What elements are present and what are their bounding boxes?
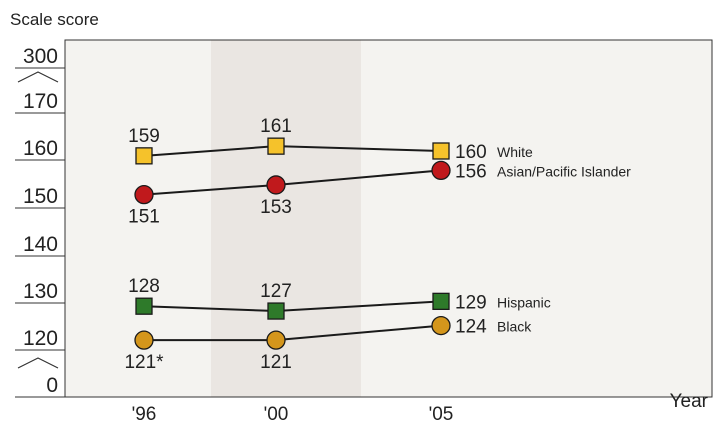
y-tick-label-130: 130 — [23, 280, 58, 303]
x-tick-label-00: '00 — [264, 404, 289, 425]
data-label-asian-pacific-islander-1: 151 — [128, 207, 160, 228]
axis-break-mark-2 — [17, 357, 59, 369]
marker-black-1 — [134, 330, 154, 350]
marker-hispanic-3 — [432, 292, 450, 311]
y-tick-label-150: 150 — [23, 185, 58, 208]
marker-black-3 — [431, 315, 451, 336]
data-label-hispanic-3: 129 — [455, 292, 487, 313]
data-label-black-1: 121* — [124, 352, 164, 373]
y-axis: 300 170 160 150 140 130 120 0 — [15, 45, 65, 398]
data-label-asian-pacific-islander-3: 156 — [455, 161, 487, 182]
shaded-period-band — [211, 40, 361, 397]
y-tick-label-0: 0 — [46, 374, 58, 397]
marker-asian-pacific-islander-1 — [134, 184, 154, 205]
data-label-black-2: 121 — [260, 352, 292, 373]
y-tick-label-300: 300 — [23, 45, 58, 68]
marker-asian-pacific-islander-2 — [266, 175, 286, 195]
marker-black-2 — [266, 330, 286, 350]
series-name-asian-pacific-islander: Asian/Pacific Islander — [497, 163, 631, 179]
data-label-hispanic-2: 127 — [260, 281, 292, 302]
marker-white-3 — [432, 142, 450, 160]
x-axis: '96 '00 '05 — [132, 404, 454, 425]
y-tick-label-140: 140 — [23, 233, 58, 256]
x-axis-title: Year — [670, 391, 709, 412]
x-tick-label-96: '96 — [132, 404, 157, 425]
marker-white-2 — [267, 137, 285, 155]
data-label-black-3: 124 — [455, 317, 487, 338]
marker-hispanic-2 — [267, 302, 285, 320]
y-axis-title: Scale score — [10, 10, 99, 29]
y-tick-label-160: 160 — [23, 137, 58, 160]
series-name-black: Black — [497, 319, 532, 335]
data-label-white-3: 160 — [455, 142, 487, 163]
data-label-hispanic-1: 128 — [128, 276, 160, 297]
axis-break-mark-1 — [17, 71, 59, 83]
marker-white-1 — [135, 147, 153, 165]
y-tick-label-120: 120 — [23, 327, 58, 350]
data-labels: 159 161 160 White 151 153 156 Asian/Pacific Isl… — [124, 116, 631, 373]
marker-asian-pacific-islander-3 — [431, 160, 451, 181]
series-name-hispanic: Hispanic — [497, 294, 551, 310]
data-label-white-1: 159 — [128, 126, 160, 147]
y-tick-label-170: 170 — [23, 90, 58, 113]
plot-area — [64, 39, 713, 398]
data-label-asian-pacific-islander-2: 153 — [260, 197, 292, 218]
series-name-white: White — [497, 144, 533, 160]
series-markers — [134, 137, 451, 350]
marker-hispanic-1 — [135, 297, 153, 315]
data-label-white-2: 161 — [260, 116, 292, 137]
x-tick-label-05: '05 — [429, 404, 454, 425]
